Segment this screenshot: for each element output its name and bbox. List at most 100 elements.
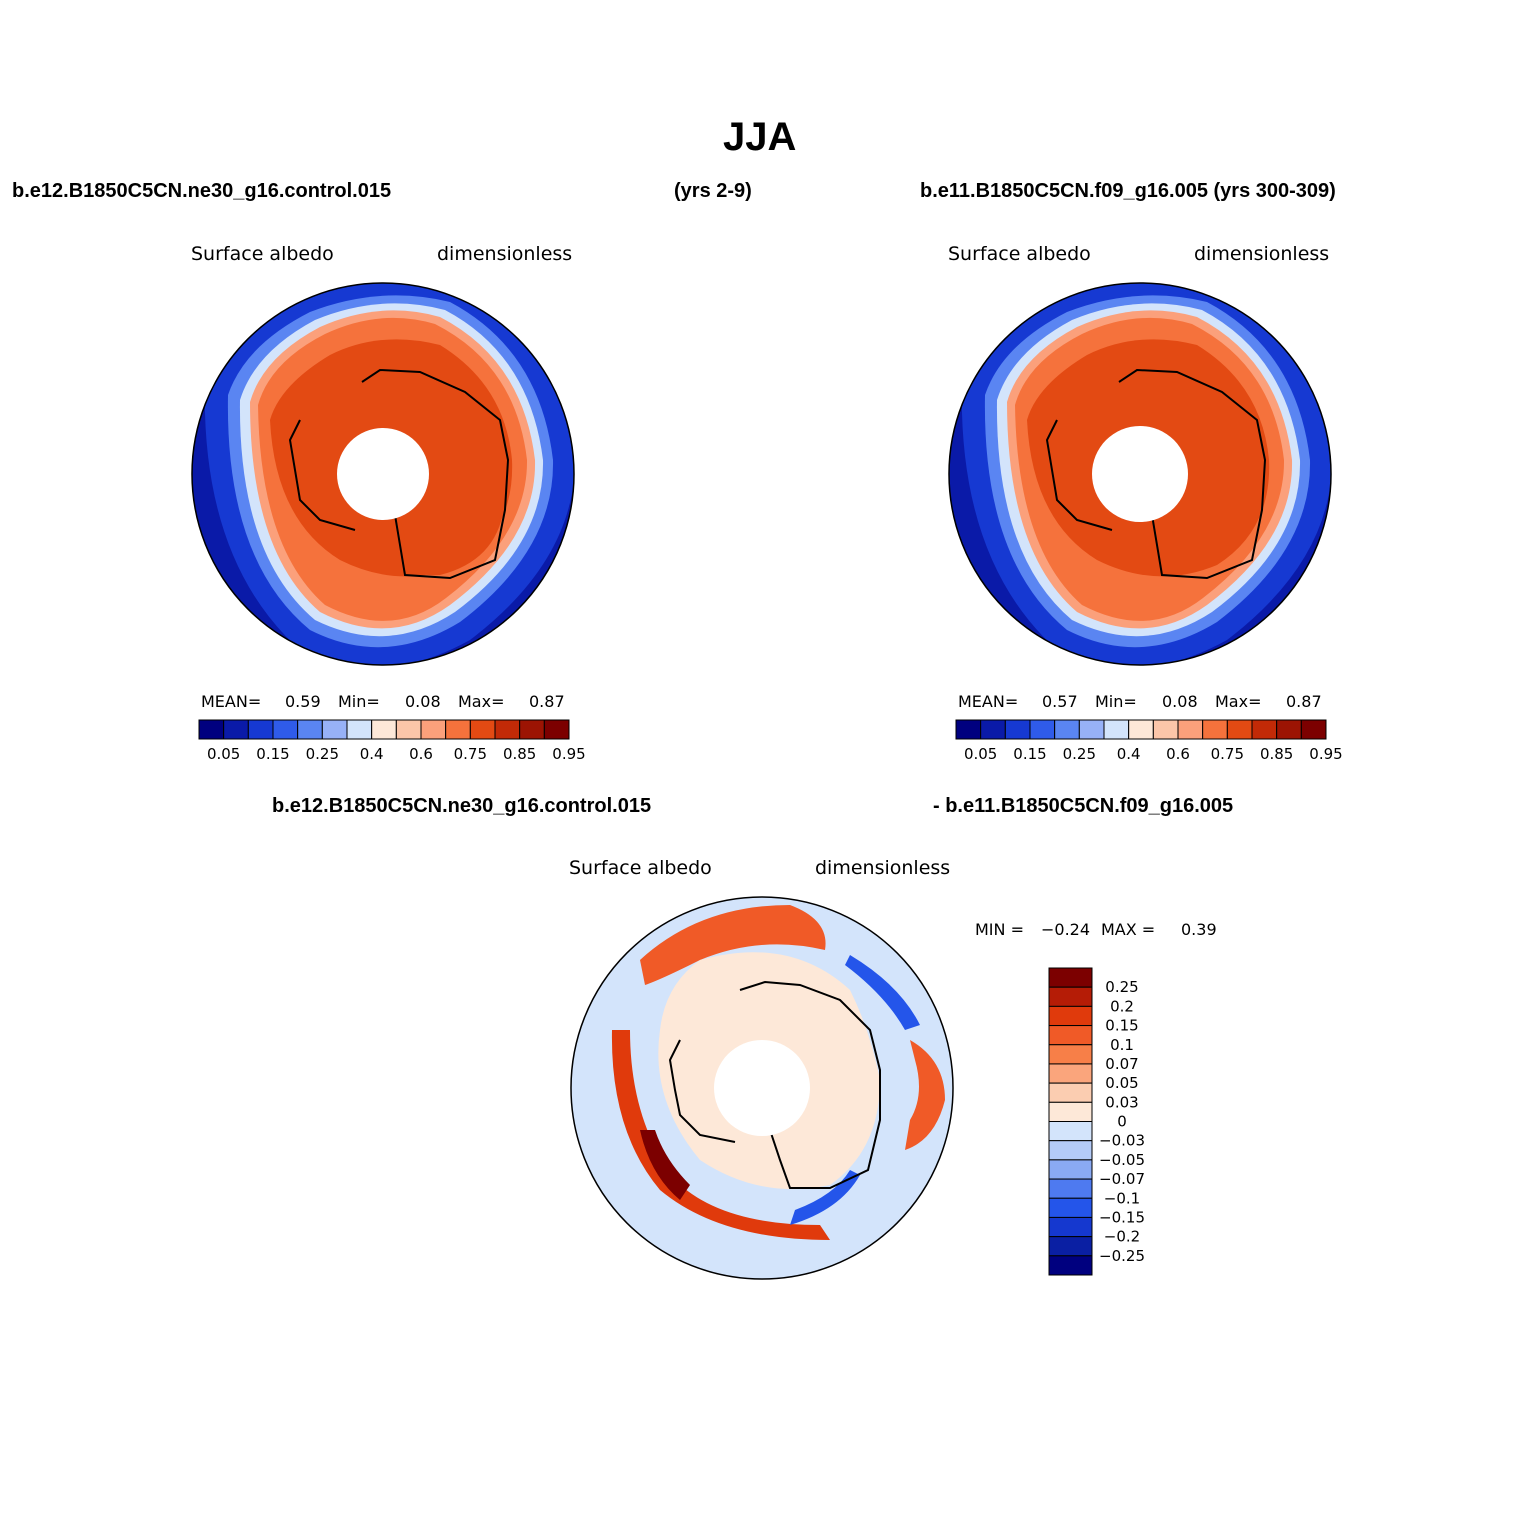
right-polar-map [949, 283, 1331, 665]
left-colorbar-box [321, 719, 348, 740]
left-mean-value: 0.59 [285, 692, 321, 711]
left-units-label: dimensionless [437, 243, 573, 265]
diff-min-label: MIN = [975, 920, 1024, 939]
left-colorbar-box [543, 719, 570, 740]
right-colorbar-box [1103, 719, 1130, 740]
diff-colorbar-tick-label: 0.2 [1110, 997, 1134, 1015]
right-colorbar-tick-label: 0.6 [1166, 745, 1190, 763]
diff-colorbar-box [1048, 1005, 1093, 1027]
left-colorbar-tick-label: 0.85 [503, 745, 536, 763]
right-colorbar-box [1300, 719, 1327, 740]
right-max-label: Max= [1215, 692, 1262, 711]
right-colorbar-tick-label: 0.4 [1117, 745, 1141, 763]
left-colorbar-tick-label: 0.4 [360, 745, 384, 763]
left-colorbar: 0.05 0.15 0.25 0.4 0.6 0.75 0.85 0.95 [198, 719, 586, 763]
diff-colorbar-tick-label: −0.15 [1099, 1208, 1145, 1226]
right-colorbar-box [1251, 719, 1278, 740]
right-colorbar-box [1029, 719, 1056, 740]
diff-colorbar-box [1048, 1025, 1093, 1046]
diff-colorbar-box [1048, 1101, 1093, 1122]
diff-colorbar-tick-label: 0.1 [1110, 1036, 1134, 1054]
left-colorbar-box [346, 719, 373, 740]
diff-colorbar-box [1048, 1044, 1093, 1065]
diff-colorbar-box [1048, 1063, 1093, 1084]
diff-colorbar-tick-label: 0.05 [1105, 1074, 1138, 1092]
left-colorbar-box [247, 719, 274, 740]
diff-colorbar-box [1048, 1197, 1093, 1218]
diff-colorbar-box [1048, 1082, 1093, 1103]
right-min-label: Min= [1095, 692, 1137, 711]
left-colorbar-box [198, 719, 225, 740]
right-units-label: dimensionless [1194, 243, 1330, 265]
left-colorbar-box [371, 719, 397, 740]
diff-min-value: −0.24 [1041, 920, 1091, 939]
right-colorbar-box [955, 719, 982, 740]
diff-colorbar-tick-label: 0.15 [1105, 1017, 1138, 1035]
diff-colorbar-box [1048, 986, 1093, 1007]
left-mean-label: MEAN= [201, 692, 262, 711]
diff-case-a: b.e12.B1850C5CN.ne30_g16.control.015 [272, 795, 652, 817]
right-colorbar-box [1078, 719, 1105, 740]
left-field-label: Surface albedo [191, 243, 334, 265]
diff-colorbar-tick-label: 0.25 [1105, 978, 1138, 996]
left-colorbar-tick-label: 0.6 [409, 745, 433, 763]
left-colorbar-tick-label: 0.95 [552, 745, 585, 763]
diff-colorbar-box [1048, 1121, 1093, 1142]
diff-colorbar-tick-label: −0.05 [1099, 1151, 1145, 1169]
left-colorbar-box [494, 719, 521, 740]
diff-colorbar-box [1048, 1236, 1093, 1257]
left-min-label: Min= [338, 692, 380, 711]
diff-colorbar-box [1048, 1216, 1093, 1238]
right-field-label: Surface albedo [948, 243, 1091, 265]
left-colorbar-tick-label: 0.75 [454, 745, 487, 763]
left-colorbar-tick-label: 0.15 [256, 745, 289, 763]
right-colorbar-box [1152, 719, 1179, 740]
left-colorbar-box [519, 719, 545, 740]
left-colorbar-box [272, 719, 299, 740]
diff-max-value: 0.39 [1181, 920, 1217, 939]
left-case-name: b.e12.B1850C5CN.ne30_g16.control.015 [12, 180, 392, 202]
right-case-name: b.e11.B1850C5CN.f09_g16.005 (yrs 300-309… [920, 180, 1336, 202]
right-colorbar-tick-label: 0.25 [1063, 745, 1096, 763]
diff-colorbar: 0.250.20.150.10.070.050.030−0.03−0.05−0.… [1048, 967, 1145, 1276]
right-max-value: 0.87 [1286, 692, 1322, 711]
right-min-value: 0.08 [1162, 692, 1198, 711]
left-map-border [191, 282, 575, 666]
figure-title: JJA [723, 115, 797, 159]
right-colorbar-box [1128, 719, 1154, 740]
left-max-label: Max= [458, 692, 505, 711]
diff-colorbar-tick-label: −0.03 [1099, 1132, 1145, 1150]
diff-field-label: Surface albedo [569, 857, 712, 879]
right-map-border [948, 282, 1332, 666]
left-polar-map [192, 283, 574, 665]
right-colorbar-tick-label: 0.95 [1309, 745, 1342, 763]
right-colorbar-tick-label: 0.05 [964, 745, 997, 763]
diff-colorbar-tick-label: −0.25 [1099, 1247, 1145, 1265]
diff-colorbar-tick-label: 0 [1117, 1113, 1127, 1131]
right-colorbar-box [1202, 719, 1228, 740]
diff-colorbar-box [1048, 1140, 1093, 1161]
right-colorbar-box [1054, 719, 1080, 740]
diff-map-border [570, 896, 954, 1280]
left-colorbar-box [297, 719, 323, 740]
left-colorbar-tick-label: 0.25 [306, 745, 339, 763]
right-colorbar-box [1226, 719, 1253, 740]
left-colorbar-box [395, 719, 422, 740]
diff-polar-map [571, 897, 953, 1279]
left-colorbar-tick-label: 0.05 [207, 745, 240, 763]
right-colorbar-tick-label: 0.15 [1013, 745, 1046, 763]
left-colorbar-box [445, 719, 471, 740]
diff-colorbar-tick-label: 0.03 [1105, 1093, 1138, 1111]
diff-colorbar-box [1048, 967, 1093, 988]
diff-colorbar-tick-label: −0.07 [1099, 1170, 1145, 1188]
right-colorbar: 0.05 0.15 0.25 0.4 0.6 0.75 0.85 0.95 [955, 719, 1343, 763]
right-mean-label: MEAN= [958, 692, 1019, 711]
diff-colorbar-tick-label: −0.1 [1104, 1189, 1140, 1207]
diff-colorbar-box [1048, 1255, 1093, 1276]
right-colorbar-box [1004, 719, 1031, 740]
right-mean-value: 0.57 [1042, 692, 1078, 711]
right-colorbar-box [1177, 719, 1204, 740]
diff-case-b: - b.e11.B1850C5CN.f09_g16.005 [933, 795, 1234, 817]
right-colorbar-box [1276, 719, 1302, 740]
